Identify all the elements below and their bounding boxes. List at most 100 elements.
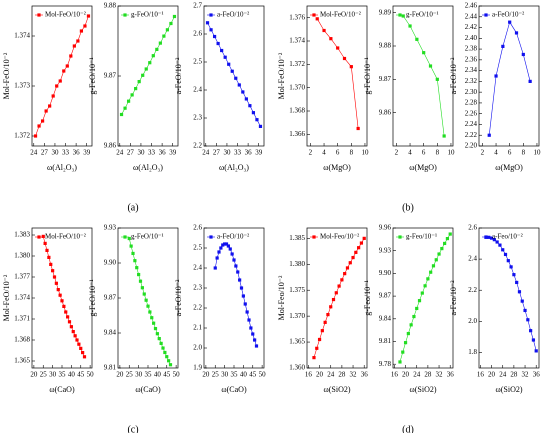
y-tick-label: 9.87 — [104, 294, 117, 302]
point — [340, 278, 344, 282]
point — [440, 246, 444, 251]
point — [140, 286, 144, 290]
y-tick-label: 1.374 — [14, 32, 30, 40]
point — [220, 48, 224, 53]
x-tick-label: 20 — [488, 371, 496, 379]
point — [434, 258, 438, 262]
x-tick-label: 50 — [259, 371, 267, 379]
legend-marker — [484, 13, 488, 17]
point — [492, 238, 496, 242]
y-tick-label: 9.89 — [379, 8, 392, 16]
y-tick-label: 2.22 — [465, 131, 478, 139]
panel-label: (c) — [127, 424, 138, 433]
x-tick-label: 27 — [41, 149, 49, 157]
y-tick-label: 1.9 — [193, 364, 202, 372]
point — [343, 272, 347, 276]
x-tick-label: 20 — [202, 371, 210, 379]
x-tick-label: 16 — [391, 371, 399, 379]
point — [165, 28, 170, 32]
point — [33, 134, 38, 138]
legend-label: Mol-Feo/10⁻² — [320, 233, 359, 241]
point — [443, 241, 447, 246]
y-tick-label: 9.93 — [379, 246, 392, 254]
point — [534, 349, 538, 353]
x-tick-label: 33 — [62, 149, 70, 157]
plot-frame — [478, 5, 540, 147]
series-line — [35, 15, 89, 137]
x-tick-label: 16 — [477, 371, 485, 379]
y-tick-label: 1.373 — [14, 82, 30, 90]
plot-frame — [31, 227, 93, 369]
y-tick-label: 1.380 — [289, 260, 305, 268]
x-tick-label: 36 — [533, 371, 541, 379]
x-axis-label: ω(SiO2) — [409, 385, 436, 394]
y-axis-label: a-FeO/10⁻² — [174, 57, 183, 94]
point — [415, 37, 419, 41]
point — [245, 310, 249, 314]
point — [417, 299, 422, 303]
plot-frame — [306, 5, 368, 147]
y-tick-label: 9.90 — [379, 269, 392, 277]
point — [345, 266, 350, 270]
y-tick-label: 9.93 — [104, 224, 117, 232]
point — [58, 293, 62, 297]
x-tick-label: 39 — [255, 149, 263, 157]
y-tick-label: 2.38 — [465, 45, 478, 53]
point — [148, 310, 152, 314]
point — [431, 264, 436, 268]
point — [51, 94, 55, 98]
x-tick-label: 40 — [68, 371, 76, 379]
y-tick-label: 9.96 — [379, 224, 392, 232]
x-tick-label: 32 — [436, 371, 444, 379]
plot-frame — [117, 227, 179, 369]
point — [135, 266, 139, 270]
y-tick-label: 9.86 — [379, 108, 392, 116]
series-line — [121, 16, 175, 115]
point — [223, 242, 227, 246]
series-line — [485, 237, 537, 351]
point — [138, 279, 143, 283]
point — [247, 318, 251, 322]
point — [205, 21, 210, 25]
y-tick-label: 2.2 — [193, 142, 202, 150]
point — [223, 55, 227, 59]
series-line — [214, 243, 257, 347]
point — [123, 106, 127, 110]
point — [52, 275, 57, 279]
point — [426, 277, 430, 281]
point — [337, 284, 341, 288]
x-tick-label: 30 — [49, 371, 57, 379]
point — [506, 259, 510, 263]
y-axis-label: g-Feo/10⁻¹ — [363, 280, 372, 316]
x-tick-label: 24 — [413, 371, 421, 379]
point — [515, 280, 519, 285]
point — [412, 314, 416, 319]
point — [40, 119, 45, 123]
point — [251, 111, 256, 115]
y-tick-label: 9.84 — [104, 329, 117, 337]
y-tick-label: 9.81 — [104, 364, 117, 372]
y-tick-label: 2.44 — [465, 12, 478, 20]
point — [422, 51, 426, 55]
point — [406, 331, 410, 336]
plot-frame — [31, 5, 93, 147]
point — [253, 338, 257, 342]
point — [129, 244, 133, 248]
point — [162, 34, 166, 38]
legend-label: a-FeO/10⁻² — [217, 233, 249, 241]
point — [435, 77, 439, 81]
point — [523, 308, 527, 313]
point — [172, 14, 177, 19]
x-axis-label: ω(SiO2) — [323, 385, 350, 394]
plot-frame — [392, 5, 454, 147]
point — [71, 330, 75, 334]
point — [167, 359, 171, 363]
point — [258, 124, 263, 128]
y-tick-label: 1.385 — [289, 234, 305, 242]
y-tick-label: 2.6 — [468, 224, 477, 232]
y-tick-label: 2.5 — [193, 58, 202, 66]
y-tick-label: 2.28 — [465, 99, 478, 107]
point — [159, 341, 163, 345]
point — [437, 252, 441, 256]
